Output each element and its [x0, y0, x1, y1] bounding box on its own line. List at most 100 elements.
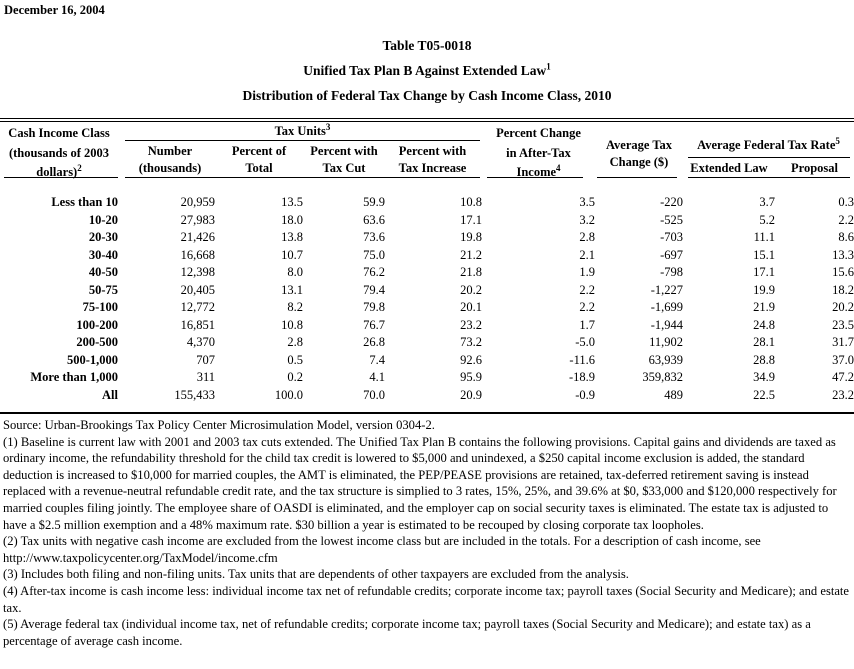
cell-percent-of-total: 100.0 [274, 387, 303, 402]
cell-number-thousands: 27,983 [180, 212, 215, 227]
cell-number-thousands: 20,959 [180, 195, 215, 210]
cell-percent-with-tax-cut: 76.2 [363, 265, 385, 280]
header-underline-avg-federal-tax-rate [688, 177, 850, 178]
source-line: Source: Urban-Brookings Tax Policy Cente… [3, 418, 435, 432]
cell-average-tax-change: -525 [660, 212, 683, 227]
cell-average-tax-change: 11,902 [649, 335, 683, 350]
cell-percent-with-tax-increase: 23.2 [460, 317, 482, 332]
footnote-ref-5: 5 [835, 135, 840, 146]
col-header-pct-increase-line2: Tax Increase [398, 161, 467, 175]
cell-proposal-rate: 47.2 [832, 370, 854, 385]
table-row: Less than 10 20,959 13.5 59.9 10.8 3.5 -… [0, 194, 854, 212]
cell-percent-with-tax-cut: 76.7 [363, 317, 385, 332]
cell-proposal-rate: 31.7 [832, 335, 854, 350]
cell-extended-law-rate: 11.1 [753, 230, 775, 245]
cell-extended-law-rate: 28.8 [753, 352, 775, 367]
cell-extended-law-rate: 15.1 [753, 247, 775, 262]
tax-distribution-table: Less than 10 20,959 13.5 59.9 10.8 3.5 -… [0, 194, 854, 404]
cell-percent-with-tax-cut: 7.4 [369, 352, 385, 367]
cell-number-thousands: 16,668 [180, 247, 215, 262]
footnote-ref-4: 4 [556, 162, 561, 173]
col-header-percent-with-tax-increase: Percent with Tax Increase [385, 143, 480, 177]
col-header-extended-law: Extended Law [690, 161, 768, 175]
table-row: 50-75 20,405 13.1 79.4 20.2 2.2 -1,227 1… [0, 282, 854, 300]
header-underline-avg-change [597, 177, 677, 178]
footnotes-block: Source: Urban-Brookings Tax Policy Cente… [3, 417, 851, 649]
income-class-label: 20-30 [88, 230, 118, 245]
income-class-label: 40-50 [88, 265, 118, 280]
cell-number-thousands: 707 [196, 352, 215, 367]
col-header-pct-increase-line1: Percent with [398, 144, 467, 158]
cell-percent-with-tax-increase: 20.2 [460, 282, 482, 297]
income-class-label: 30-40 [88, 247, 118, 262]
table-number-title: Table T05-0018 [382, 38, 472, 53]
income-class-label: Less than 10 [51, 195, 118, 210]
row-header-line1: Cash Income Class [8, 126, 110, 140]
cell-percent-with-tax-increase: 20.1 [460, 300, 482, 315]
cell-proposal-rate: 2.2 [838, 212, 854, 227]
group-header-avg-federal-tax-rate: Average Federal Tax Rate5 [683, 135, 854, 154]
row-header-line2: (thousands of 2003 [8, 145, 110, 160]
table-row: 75-100 12,772 8.2 79.8 20.1 2.2 -1,699 2… [0, 299, 854, 317]
tax-units-group-rule [125, 140, 480, 141]
row-header-line3-text: dollars) [36, 165, 78, 179]
table-row: 100-200 16,851 10.8 76.7 23.2 1.7 -1,944… [0, 317, 854, 335]
cell-percent-with-tax-increase: 92.6 [460, 352, 482, 367]
cell-number-thousands: 16,851 [180, 317, 215, 332]
income-class-label: 500-1,000 [66, 352, 118, 367]
header-underline-pct-change [487, 177, 583, 178]
footnote-ref-3: 3 [325, 121, 331, 132]
cell-percent-with-tax-increase: 17.1 [460, 212, 482, 227]
cell-pct-change-after-tax-income: 1.7 [579, 317, 595, 332]
top-rule-lower [0, 121, 854, 122]
cell-percent-of-total: 13.8 [281, 230, 303, 245]
cell-number-thousands: 155,433 [174, 387, 215, 402]
col-header-number-line2: (thousands) [138, 161, 202, 175]
header-underline-stub [4, 177, 118, 178]
cell-pct-change-after-tax-income: -11.6 [569, 352, 595, 367]
cell-percent-with-tax-increase: 20.9 [460, 387, 482, 402]
subtitle-text: Unified Tax Plan B Against Extended Law [303, 63, 547, 78]
footnote-ref-1: 1 [546, 61, 551, 72]
cell-number-thousands: 12,398 [180, 265, 215, 280]
avg-federal-tax-rate-label: Average Federal Tax Rate [697, 138, 836, 152]
cell-percent-with-tax-cut: 79.8 [363, 300, 385, 315]
col-header-avg-change-line2: Change ($) [609, 155, 669, 169]
cell-pct-change-after-tax-income: -5.0 [575, 335, 595, 350]
cell-percent-with-tax-increase: 73.2 [460, 335, 482, 350]
cell-extended-law-rate: 28.1 [753, 335, 775, 350]
col-header-pct-change-line2: in After-Tax [506, 145, 571, 160]
avg-federal-tax-rate-group-rule [688, 157, 850, 158]
cell-percent-of-total: 13.5 [281, 195, 303, 210]
footnote-ref-2: 2 [77, 162, 82, 173]
table-caption: Distribution of Federal Tax Change by Ca… [242, 88, 612, 103]
table-row: 500-1,000 707 0.5 7.4 92.6 -11.6 63,939 … [0, 352, 854, 370]
cell-average-tax-change: -1,699 [650, 300, 683, 315]
income-class-label: 75-100 [82, 300, 118, 315]
cell-average-tax-change: -220 [660, 195, 683, 210]
cell-pct-change-after-tax-income: 2.1 [579, 247, 595, 262]
footnote-3: (3) Includes both filing and non-filing … [3, 567, 629, 582]
income-class-label: 50-75 [88, 282, 118, 297]
cell-percent-of-total: 0.2 [287, 370, 303, 385]
table-row: 40-50 12,398 8.0 76.2 21.8 1.9 -798 17.1… [0, 264, 854, 282]
income-class-label: 100-200 [76, 317, 118, 332]
top-rule-upper [0, 118, 854, 119]
col-header-pct-change-line3: Income4 [482, 163, 595, 183]
col-header-pct-total-line2: Total [245, 161, 273, 175]
cell-extended-law-rate: 3.7 [759, 195, 775, 210]
cell-extended-law-rate: 21.9 [753, 300, 775, 315]
cell-extended-law-rate: 17.1 [753, 265, 775, 280]
cell-pct-change-after-tax-income: 2.2 [579, 300, 595, 315]
cell-number-thousands: 12,772 [180, 300, 215, 315]
cell-pct-change-after-tax-income: 2.8 [579, 230, 595, 245]
cell-average-tax-change: -703 [660, 230, 683, 245]
table-row: More than 1,000 311 0.2 4.1 95.9 -18.9 3… [0, 369, 854, 387]
cell-percent-with-tax-cut: 59.9 [363, 195, 385, 210]
footnote-5: (5) Average federal tax (individual inco… [3, 617, 811, 648]
cell-percent-with-tax-cut: 73.6 [363, 230, 385, 245]
cell-percent-of-total: 8.0 [287, 265, 303, 280]
col-header-pct-change-after-tax-income: Percent Change in After-Tax Income4 [482, 124, 595, 183]
footnote-4: (4) After-tax income is cash income less… [3, 583, 850, 615]
cell-pct-change-after-tax-income: 2.2 [579, 282, 595, 297]
